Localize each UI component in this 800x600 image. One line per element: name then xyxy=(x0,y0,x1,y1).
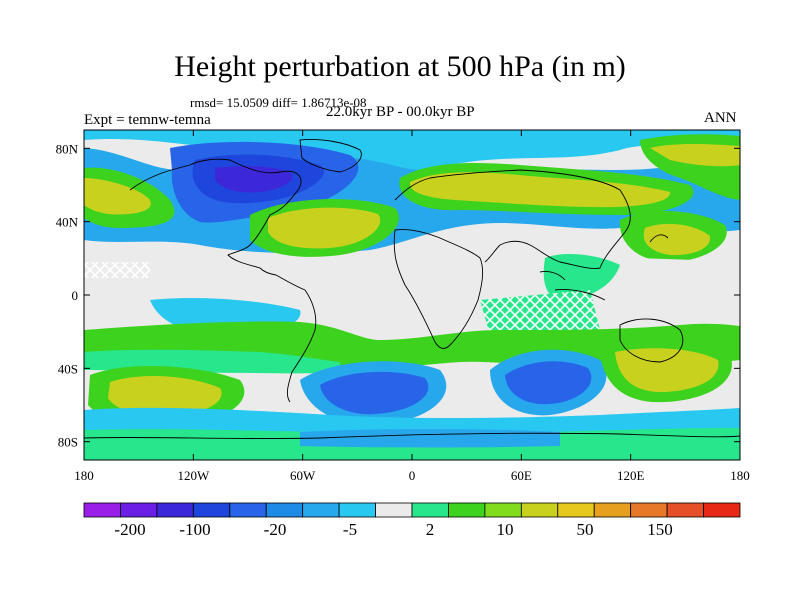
colorbar-label: -5 xyxy=(343,520,357,539)
field-antarctic-blue xyxy=(300,429,560,448)
coast-antarctica xyxy=(84,432,740,440)
coast-eurasia xyxy=(394,169,631,269)
coast-africa xyxy=(393,229,484,349)
season-label: ANN xyxy=(704,110,737,126)
field-australia-high-core xyxy=(615,348,719,393)
lon-tick-label: 0 xyxy=(409,468,416,483)
colorbar-swatch xyxy=(666,502,704,518)
field-eurasia-high-core xyxy=(409,172,671,208)
coastlines xyxy=(84,139,740,440)
lon-tick-label: 180 xyxy=(730,468,750,483)
map-title: Height perturbation at 500 hPa (in m) xyxy=(174,50,626,83)
lat-tick-label: 40S xyxy=(58,361,78,376)
field-indian-ocean-low-core xyxy=(505,361,592,405)
coast-south-america xyxy=(275,274,317,403)
field-west-pacific-yellow xyxy=(84,178,151,215)
colorbar-swatch xyxy=(302,502,340,518)
colorbar-label: 50 xyxy=(577,520,594,539)
colorbar-swatch xyxy=(338,502,376,518)
lon-tick-label: 180 xyxy=(74,468,94,483)
colorbar-swatch xyxy=(156,502,194,518)
lon-axis: 180 120W 60W 0 60E 120E 180 xyxy=(74,130,750,483)
lat-tick-label: 40N xyxy=(56,215,79,230)
experiment-label: Expt = temnw-temna xyxy=(84,112,211,128)
colorbar-label: -100 xyxy=(179,520,210,539)
coast-north-america xyxy=(129,158,302,276)
stats-text: rmsd= 15.0509 diff= 1.86713e-08 xyxy=(190,95,367,110)
colorbar-swatch xyxy=(557,502,595,518)
field-northwest-pacific-yellow xyxy=(643,223,711,256)
coast-australia xyxy=(619,318,684,363)
colorbar-swatch xyxy=(703,502,741,518)
colorbar-swatch xyxy=(630,502,668,518)
colorbar: -200 -100 -20 -5 2 10 50 150 xyxy=(83,502,741,539)
colorbar-label: -200 xyxy=(114,520,145,539)
colorbar-label: 2 xyxy=(426,520,435,539)
colorbar-swatch xyxy=(83,502,121,518)
lat-tick-label: 80S xyxy=(58,435,78,450)
colorbar-swatch xyxy=(265,502,304,518)
colorbar-swatch xyxy=(229,502,267,518)
colorbar-swatch xyxy=(375,502,413,518)
lat-tick-label: 80N xyxy=(56,141,79,156)
coast-asia-islands xyxy=(539,234,669,301)
lat-tick-label: 0 xyxy=(72,288,79,303)
field-arctic-east-yellow xyxy=(650,144,740,167)
coast-greenland xyxy=(299,139,362,173)
colorbar-swatch xyxy=(192,502,231,518)
colorbar-swatch xyxy=(593,502,632,518)
lon-tick-label: 120E xyxy=(617,468,645,483)
colorbar-swatch xyxy=(484,502,522,518)
field-atlantic-high-core xyxy=(268,207,381,249)
colorbar-label: 150 xyxy=(647,520,673,539)
field-layer xyxy=(84,130,740,460)
colorbar-swatch xyxy=(448,502,486,518)
colorbar-label: 10 xyxy=(497,520,514,539)
field-hatch-pacific xyxy=(84,262,150,278)
colorbar-swatch xyxy=(120,502,158,518)
field-band-north-light xyxy=(84,130,740,172)
colorbar-label: -20 xyxy=(264,520,287,539)
field-south-pacific-high-core xyxy=(108,376,222,417)
colorbar-swatch xyxy=(411,502,449,518)
period-label: 22.0kyr BP - 00.0kyr BP xyxy=(326,104,475,120)
colorbar-swatch xyxy=(520,502,559,518)
lon-tick-label: 120W xyxy=(177,468,210,483)
lon-tick-label: 60E xyxy=(511,468,532,483)
field-south-atlantic-low-core xyxy=(320,371,429,415)
lat-axis: 80N 40N 0 40S 80S xyxy=(56,141,740,450)
lon-tick-label: 60W xyxy=(290,468,316,483)
field-hatch-indian xyxy=(480,290,600,335)
